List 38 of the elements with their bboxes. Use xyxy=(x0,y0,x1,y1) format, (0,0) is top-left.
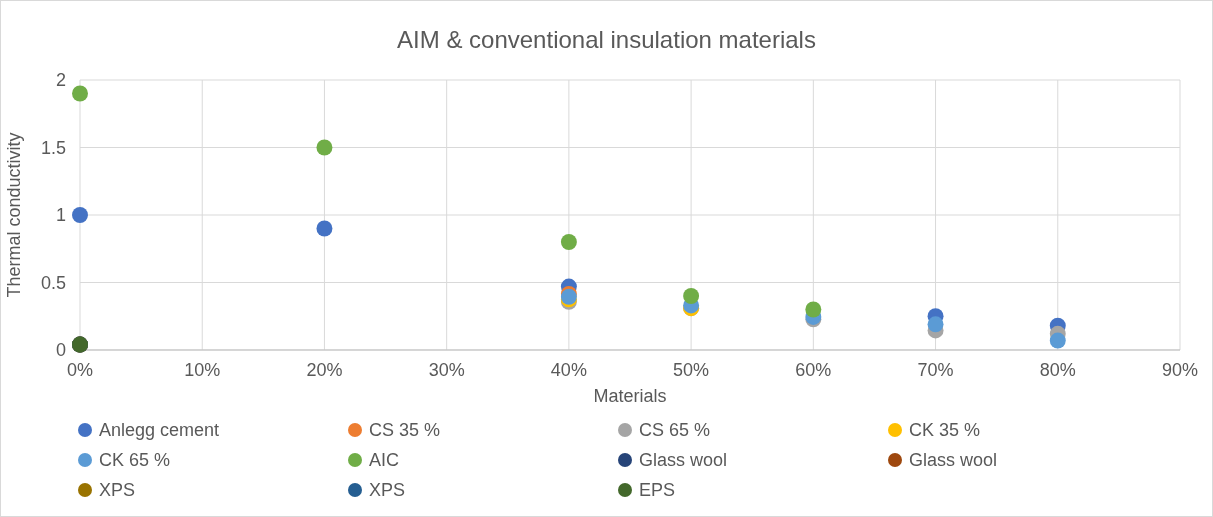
legend-label: Glass wool xyxy=(909,450,998,471)
legend-label: AIC xyxy=(369,450,400,471)
x-tick-label: 90% xyxy=(1161,360,1199,380)
x-axis-title: Materials xyxy=(593,386,667,406)
x-tick-label: 10% xyxy=(184,360,221,380)
point xyxy=(316,220,333,237)
point xyxy=(72,85,88,102)
legend-label: EPS xyxy=(639,480,676,501)
x-tick-label: 30% xyxy=(428,360,465,380)
x-tick-label: 80% xyxy=(1039,360,1076,380)
chart-title: AIM & conventional insulation materials xyxy=(397,26,816,53)
y-tick-label: 0 xyxy=(55,340,66,361)
legend-label: XPS xyxy=(99,480,136,501)
point xyxy=(316,139,333,156)
legend-label: Anlegg cement xyxy=(99,420,220,441)
legend-label: CK 65 % xyxy=(99,450,171,471)
legend-label: XPS xyxy=(369,480,406,501)
y-tick-label: 2 xyxy=(55,70,66,91)
y-tick-label: 0.5 xyxy=(40,272,66,293)
point xyxy=(927,316,944,333)
point xyxy=(560,234,577,250)
x-tick-label: 0% xyxy=(66,360,94,380)
x-tick-label: 50% xyxy=(673,360,710,380)
x-tick-label: 40% xyxy=(550,360,587,380)
point xyxy=(1049,332,1066,349)
y-tick-label: 1.5 xyxy=(40,137,66,158)
x-tick-label: 70% xyxy=(917,360,954,380)
legend-label: Glass wool xyxy=(639,450,728,471)
legend-label: CK 35 % xyxy=(909,420,981,441)
x-tick-label: 20% xyxy=(306,360,343,380)
y-axis-title: Thermal conductivity xyxy=(4,132,24,298)
legend-label: CS 65 % xyxy=(639,420,711,441)
point xyxy=(683,288,700,304)
x-tick-label: 60% xyxy=(795,360,832,380)
point xyxy=(805,301,822,318)
point xyxy=(72,207,88,223)
legend-label: CS 35 % xyxy=(369,420,441,441)
y-tick-label: 1 xyxy=(55,205,66,226)
